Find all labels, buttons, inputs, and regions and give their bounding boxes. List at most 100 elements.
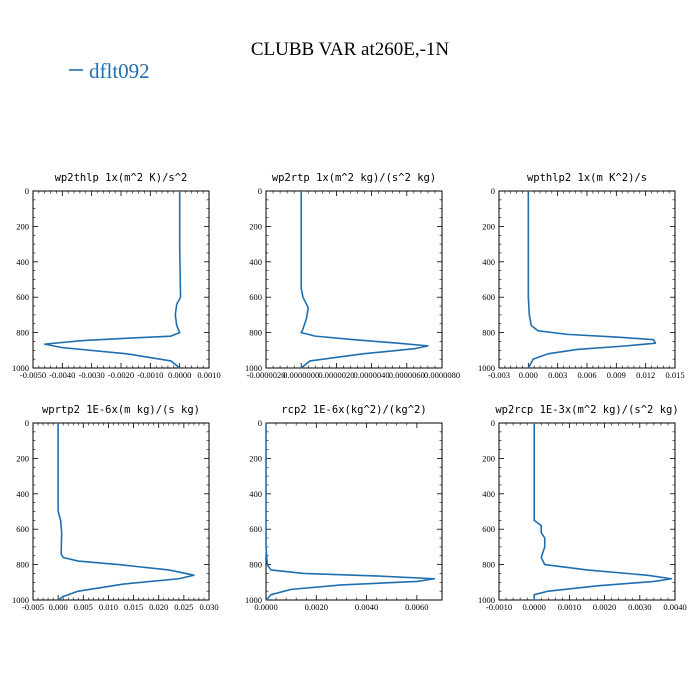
x-tick-label: 0.0010 [558,602,581,612]
x-tick-label: 0.003 [548,370,567,380]
y-tick-label: 1000 [245,595,262,605]
y-tick-label: 1000 [12,363,29,373]
x-tick-label: 0.020 [149,602,168,612]
x-tick-label: 0.0010 [197,370,220,380]
x-tick-label: -0.0030 [79,370,105,380]
plot-frame [265,422,443,601]
panel-5: rcp2 1E-6x(kg^2)/(kg^2) 0.0000 0.0020 0.004… [245,404,443,612]
y-tick-label: 600 [482,292,495,302]
panel-title: wp2thlp 1x(m^2 K)/s^2 [55,172,188,184]
x-tick-label: 0.000 [519,370,538,380]
x-tick-label: 0.010 [99,602,118,612]
x-tick-label: 0.0000040 [354,370,390,380]
x-tick-label: 0.012 [636,370,655,380]
y-tick-label: 800 [16,328,29,338]
panel-1: wp2thlp 1x(m^2 K)/s^2 -0.0050 -0.0040 -0.00… [12,172,221,380]
x-tick-label: 0.0030 [628,602,651,612]
x-tick-label: 0.0000 [523,602,546,612]
x-tick-label: 0.005 [74,602,93,612]
plot-frame [32,190,210,369]
y-tick-label: 600 [249,524,262,534]
x-tick-label: 0.025 [174,602,193,612]
x-tick-label: 0.015 [665,370,684,380]
x-tick-label: 0.000 [49,602,68,612]
y-tick-label: 200 [482,453,495,463]
y-tick-label: 400 [16,489,29,499]
y-tick-label: 1000 [245,363,262,373]
y-tick-label: 1000 [478,363,495,373]
panel-title: wp2rtp 1x(m^2 kg)/(s^2 kg) [272,172,436,184]
x-tick-label: 0.0060 [405,602,428,612]
x-tick-label: 0.030 [199,602,218,612]
x-tick-label: -0.0020 [108,370,134,380]
x-tick-label: -0.0040 [49,370,75,380]
x-tick-label: 0.0000000 [283,370,319,380]
panel-title: wprtp2 1E-6x(m kg)/(s kg) [42,404,200,416]
x-tick-label: -0.0050 [20,370,46,380]
x-tick-label: 0.0040 [355,602,378,612]
x-tick-label: 0.0040 [663,602,686,612]
y-tick-label: 400 [249,257,262,267]
x-tick-label: 0.015 [124,602,143,612]
x-tick-label: -0.003 [488,370,510,380]
plot-frame [265,190,443,369]
y-tick-label: 0 [491,186,495,196]
x-tick-label: 0.0000060 [389,370,425,380]
x-tick-label: 0.009 [607,370,626,380]
y-tick-label: 600 [16,292,29,302]
y-tick-label: 400 [249,489,262,499]
figure-title: CLUBB VAR at260E,-1N [251,39,450,60]
y-tick-label: 400 [16,257,29,267]
series-line [533,423,673,600]
y-tick-label: 800 [482,560,495,570]
y-tick-label: 600 [16,524,29,534]
x-tick-label: 0.0020 [305,602,328,612]
y-tick-label: 200 [249,221,262,231]
x-tick-label: 0.0000 [168,370,191,380]
y-tick-label: 1000 [478,595,495,605]
x-tick-label: -0.0010 [137,370,163,380]
panels: wp2thlp 1x(m^2 K)/s^2-0.0050 -0.0040 -0.00… [12,172,687,612]
panel-4: wprtp2 1E-6x(m kg)/(s kg) -0.005 0.000 0.00… [12,404,219,612]
y-tick-label: 0 [25,186,29,196]
y-tick-label: 1000 [12,595,29,605]
legend-label: dflt092 [89,59,150,83]
y-tick-label: 200 [482,221,495,231]
y-tick-label: 0 [25,418,29,428]
y-tick-label: 400 [482,489,495,499]
plot-frame [498,190,676,369]
panel-6: wp2rcp 1E-3x(m^2 kg)/(s^2 kg) -0.0010 0.00… [478,404,687,612]
panel-title: wp2rcp 1E-3x(m^2 kg)/(s^2 kg) [495,404,678,416]
panel-3: wpthlp2 1x(m K^2)/s -0.003 0.000 0.003 0.006… [478,172,685,380]
series-line [300,191,429,369]
y-tick-label: 600 [249,292,262,302]
series-line [265,423,436,601]
y-tick-label: 800 [249,560,262,570]
series-line [57,423,195,601]
x-tick-label: -0.0010 [486,602,512,612]
y-tick-label: 0 [258,418,262,428]
x-tick-label: 0.0020 [593,602,616,612]
series-line [527,191,657,369]
x-tick-label: -0.0000020 [247,370,286,380]
series-line [43,191,182,369]
plot-frame [498,422,676,601]
y-tick-label: 800 [482,328,495,338]
x-tick-label: 0.0000080 [424,370,460,380]
legend: dflt092 [69,59,150,83]
panel-title: wpthlp2 1x(m K^2)/s [527,172,647,184]
y-tick-label: 200 [16,453,29,463]
panel-2: wp2rtp 1x(m^2 kg)/(s^2 kg)-0.00000200.00… [245,172,460,380]
y-tick-label: 600 [482,524,495,534]
x-tick-label: 0.006 [577,370,596,380]
y-tick-label: 200 [16,221,29,231]
y-tick-label: 200 [249,453,262,463]
x-tick-label: 0.0000 [254,602,277,612]
y-tick-label: 400 [482,257,495,267]
y-tick-label: 800 [249,328,262,338]
y-tick-label: 800 [16,560,29,570]
x-tick-label: 0.0000020 [318,370,354,380]
panel-title: rcp2 1E-6x(kg^2)/(kg^2) [281,404,426,416]
x-tick-label: -0.005 [22,602,44,612]
